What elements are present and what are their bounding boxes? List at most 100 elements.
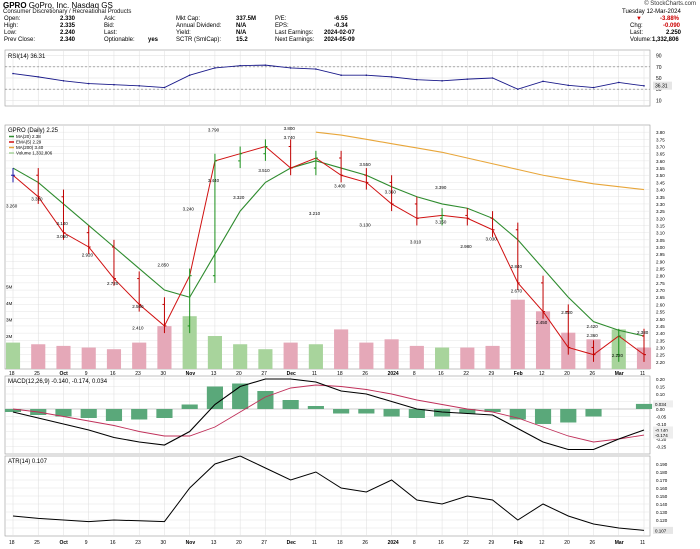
volume-bar: [485, 345, 500, 369]
rsi-point: [592, 86, 595, 89]
rsi-point: [163, 86, 166, 89]
x-axis-date-label: 9: [85, 371, 88, 377]
x-axis-date-label: 12: [539, 371, 545, 377]
stat-ask-label: Ask:: [104, 16, 116, 22]
macd-histogram-bar: [80, 409, 97, 418]
macd-histogram-bar: [585, 409, 602, 417]
price-tick-label: 2.30: [656, 345, 665, 350]
rsi-point: [365, 74, 368, 76]
atr-tick-label: 0.190: [656, 462, 668, 467]
volume-bar: [258, 349, 273, 369]
rsi-point: [390, 76, 393, 78]
price-annotation: 3.390: [435, 185, 447, 190]
x-axis-date-label: Dec: [287, 371, 296, 377]
price-tick-label: 2.50: [656, 317, 665, 322]
macd-histogram-bar: [55, 409, 72, 417]
ticker-symbol: GPRO: [3, 1, 27, 10]
macd-last-label: 0.034: [655, 402, 667, 407]
volume-bar: [5, 342, 21, 369]
stat-chg-label: Chg:: [630, 23, 643, 29]
atr-line: [12, 455, 645, 531]
volume-bar: [435, 347, 450, 369]
volume-bar: [334, 329, 349, 369]
macd-tick-label: 0.20: [656, 377, 665, 382]
macd-tick-label: -0.25: [656, 445, 667, 450]
price-annotation: 3.260: [6, 204, 18, 209]
x-axis-date-label: 26: [362, 540, 368, 546]
price-annotation: 3.310: [31, 197, 43, 202]
x-axis-date-label: 27: [261, 540, 267, 546]
price-tick-label: 3.65: [656, 152, 665, 157]
rsi-point: [289, 67, 292, 69]
price-annotation: 3.440: [208, 178, 220, 183]
macd-histogram-bar: [131, 409, 148, 420]
price-title: GPRO (Daily) 2.25: [8, 128, 59, 134]
ma200-line: [315, 131, 645, 191]
atr-last-tag: [653, 526, 673, 534]
macd-histogram-bar: [484, 409, 501, 412]
macd-tick-label: -0.20: [656, 437, 667, 442]
price-annotation: 3.400: [334, 184, 346, 189]
volume-bar: [409, 345, 424, 369]
stat-pe-value: -6.55: [334, 16, 348, 22]
x-axis-date-label: 11: [640, 371, 645, 377]
rsi-point: [416, 78, 418, 81]
price-annotation: 2.840: [511, 264, 523, 269]
atr-tick-label: 0.150: [656, 494, 668, 499]
down-arrow-icon: ▼: [636, 16, 642, 22]
macd-last-label: -0.174: [655, 433, 668, 438]
x-axis-date-label: 18: [9, 540, 15, 546]
x-axis-date-label: 27: [261, 371, 267, 377]
price-annotation: 3.790: [208, 128, 220, 133]
stat-dividend-value: N/A: [236, 23, 247, 29]
x-axis-date-label: Feb: [514, 540, 523, 546]
chart-header: GPRO GoPro, Inc. Nasdaq GS Consumer Disc…: [0, 0, 700, 46]
stat-open-value: 2.330: [60, 16, 76, 22]
rsi-tick-label: 50: [656, 76, 662, 82]
stat-lastearnings-value: 2024-02-07: [324, 30, 355, 36]
price-tick-label: 2.65: [656, 295, 665, 300]
x-axis-date-label: 20: [236, 540, 242, 546]
price-annotation: 3.800: [284, 126, 296, 131]
sector-label: Consumer Discretionary / Recreational Pr…: [3, 9, 132, 15]
x-axis-date-label: 25: [34, 540, 40, 546]
x-axis-date-label: 26: [590, 371, 596, 377]
volume-bar: [535, 311, 551, 369]
macd-tick-label: 0.15: [656, 385, 665, 390]
price-annotation: 2.520: [561, 310, 573, 315]
x-axis-date-label: Feb: [514, 371, 523, 377]
x-axis-date-label: 18: [337, 540, 343, 546]
x-axis-date-label: 29: [489, 371, 495, 377]
x-axis-date-label: 22: [463, 540, 469, 546]
macd-last-tag: [653, 426, 673, 434]
change-percent: -3.88%: [660, 16, 680, 22]
stat-optionable-label: Optionable:: [104, 37, 135, 43]
x-axis-date-label: 12: [539, 540, 545, 546]
price-tick-label: 3.10: [656, 231, 665, 236]
macd-histogram-bar: [282, 400, 299, 409]
x-axis-date-label: 26: [362, 371, 368, 377]
price-legend-item: Volume 1,332,806: [16, 151, 53, 156]
stat-high-value: 2.335: [60, 23, 76, 29]
price-tick-label: 2.80: [656, 274, 665, 279]
stat-volume-value: 1,332,806: [652, 37, 679, 43]
rsi-point: [214, 67, 216, 69]
stat-eps-value: -0.34: [334, 23, 348, 29]
rsi-last-label: 36.31: [655, 84, 668, 90]
macd-signal-line: [12, 384, 645, 443]
ema5-line: [12, 145, 645, 356]
rsi-tick-label: 30: [656, 87, 662, 93]
x-axis-date-label: Mar: [615, 371, 624, 377]
x-axis-date-label: Dec: [287, 540, 296, 546]
macd-histogram-bar: [459, 409, 476, 414]
price-tick-label: 3.75: [656, 137, 665, 142]
x-axis-date-label: 8: [413, 371, 416, 377]
macd-histogram-bar: [333, 409, 350, 414]
price-tick-label: 2.60: [656, 302, 665, 307]
volume-bar: [283, 342, 298, 369]
price-tick-label: 2.75: [656, 281, 665, 286]
price-tick-label: 2.70: [656, 288, 665, 293]
price-tick-label: 2.45: [656, 324, 665, 329]
rsi-point: [643, 85, 645, 87]
